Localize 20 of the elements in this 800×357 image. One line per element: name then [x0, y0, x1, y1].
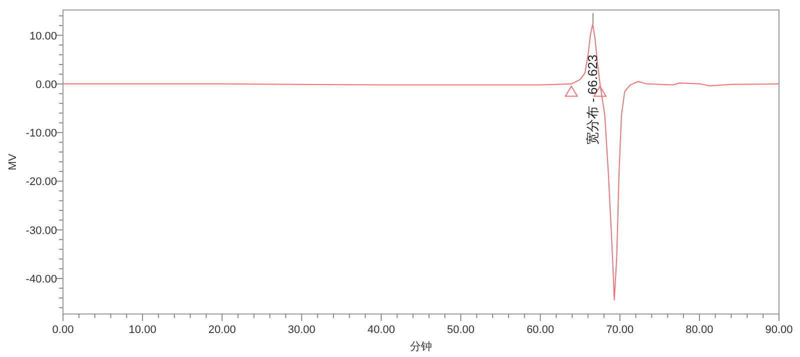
x-tick-label: 90.00 — [765, 324, 793, 336]
x-tick-label: 50.00 — [447, 324, 475, 336]
x-tick-label: 10.00 — [128, 324, 156, 336]
x-tick-label: 60.00 — [526, 324, 554, 336]
y-axis-title: MV — [7, 153, 19, 170]
x-tick-label: 30.00 — [288, 324, 316, 336]
x-tick-label: 20.00 — [208, 324, 236, 336]
y-tick-label: -40.00 — [26, 273, 57, 286]
x-tick-label: 0.00 — [52, 324, 74, 336]
y-tick-label: -20.00 — [26, 176, 57, 188]
y-tick-label: -30.00 — [26, 224, 57, 237]
line-series — [62, 24, 780, 300]
x-tick-label: 40.00 — [367, 324, 395, 336]
y-tick-label: 10.00 — [29, 30, 57, 42]
annotation: 宽分布 - 66.623 — [585, 54, 600, 145]
y-tick-label: -10.00 — [26, 128, 57, 140]
x-tick-label: 80.00 — [686, 324, 714, 336]
y-tick-label: 0.00 — [36, 78, 57, 91]
x-tick-label: 70.00 — [606, 324, 634, 336]
x-axis-title: 分钟 — [410, 341, 432, 353]
